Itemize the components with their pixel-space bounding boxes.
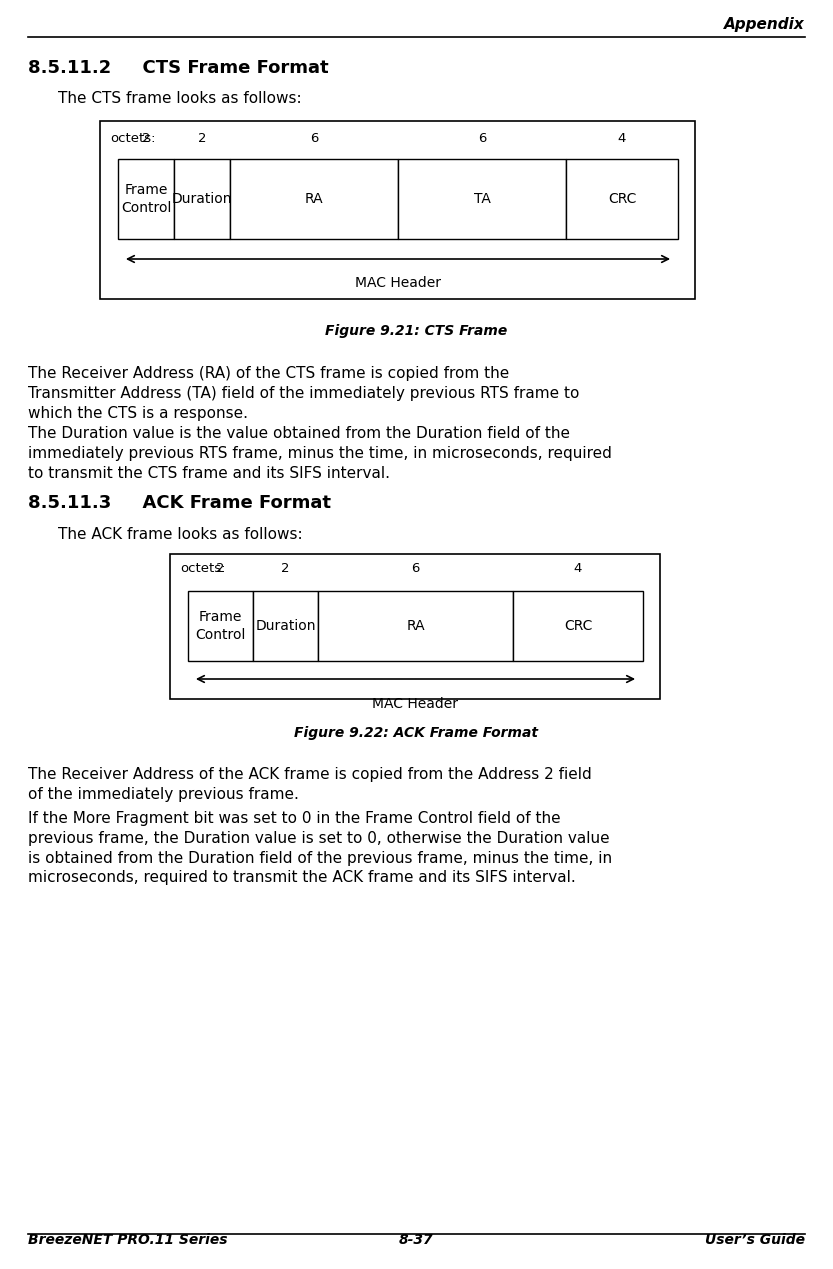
Bar bbox=[253, 591, 318, 661]
Text: User’s Guide: User’s Guide bbox=[705, 1233, 805, 1247]
Text: octets:: octets: bbox=[110, 132, 156, 146]
Bar bbox=[188, 591, 253, 661]
Text: MAC Header: MAC Header bbox=[372, 697, 458, 711]
Text: 2: 2 bbox=[217, 562, 225, 576]
Text: CRC: CRC bbox=[564, 619, 592, 633]
Text: Figure 9.22: ACK Frame Format: Figure 9.22: ACK Frame Format bbox=[295, 726, 538, 740]
Text: The Receiver Address of the ACK frame is copied from the Address 2 field
of the : The Receiver Address of the ACK frame is… bbox=[28, 766, 591, 802]
Text: 8.5.11.3     ACK Frame Format: 8.5.11.3 ACK Frame Format bbox=[28, 494, 331, 511]
Text: octets:: octets: bbox=[180, 562, 226, 576]
Bar bbox=[170, 555, 660, 699]
Text: 2: 2 bbox=[197, 132, 207, 146]
Text: The Receiver Address (RA) of the CTS frame is copied from the
Transmitter Addres: The Receiver Address (RA) of the CTS fra… bbox=[28, 365, 580, 420]
Bar bbox=[318, 591, 513, 661]
Text: Frame
Control: Frame Control bbox=[195, 610, 246, 642]
Text: The Duration value is the value obtained from the Duration field of the
immediat: The Duration value is the value obtained… bbox=[28, 426, 612, 481]
Bar bbox=[100, 121, 695, 299]
Text: MAC Header: MAC Header bbox=[355, 275, 441, 291]
Text: 2: 2 bbox=[282, 562, 290, 576]
Text: RA: RA bbox=[305, 192, 323, 206]
Bar bbox=[118, 159, 174, 239]
Text: CRC: CRC bbox=[608, 192, 636, 206]
Text: BreezeNET PRO.11 Series: BreezeNET PRO.11 Series bbox=[28, 1233, 227, 1247]
Text: 6: 6 bbox=[310, 132, 318, 146]
Text: Duration: Duration bbox=[255, 619, 316, 633]
Text: 2: 2 bbox=[142, 132, 150, 146]
Text: The ACK frame looks as follows:: The ACK frame looks as follows: bbox=[58, 527, 302, 542]
Bar bbox=[513, 591, 643, 661]
Text: 6: 6 bbox=[412, 562, 420, 576]
Bar bbox=[230, 159, 398, 239]
Text: Appendix: Appendix bbox=[724, 16, 805, 32]
Text: Duration: Duration bbox=[172, 192, 232, 206]
Text: Figure 9.21: CTS Frame: Figure 9.21: CTS Frame bbox=[326, 324, 507, 338]
Text: If the More Fragment bit was set to 0 in the Frame Control field of the
previous: If the More Fragment bit was set to 0 in… bbox=[28, 811, 612, 886]
Text: 4: 4 bbox=[618, 132, 626, 146]
Bar bbox=[398, 159, 566, 239]
Text: 8-37: 8-37 bbox=[399, 1233, 434, 1247]
Text: The CTS frame looks as follows:: The CTS frame looks as follows: bbox=[58, 91, 302, 107]
Text: Frame
Control: Frame Control bbox=[121, 183, 172, 216]
Text: 8.5.11.2     CTS Frame Format: 8.5.11.2 CTS Frame Format bbox=[28, 58, 329, 77]
Text: 4: 4 bbox=[574, 562, 582, 576]
Text: RA: RA bbox=[407, 619, 425, 633]
Bar bbox=[566, 159, 678, 239]
Text: 6: 6 bbox=[478, 132, 486, 146]
Text: TA: TA bbox=[474, 192, 491, 206]
Bar bbox=[174, 159, 230, 239]
